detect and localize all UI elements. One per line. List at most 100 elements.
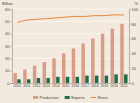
bar: [101, 34, 104, 83]
bar: [52, 58, 55, 83]
tick: 60: [5, 7, 12, 12]
tick-label: 20: [132, 66, 137, 71]
tick-label: 40: [5, 31, 10, 36]
bar: [33, 66, 36, 83]
legend-label: Exports: [71, 95, 85, 100]
tick-label: 2015: [62, 84, 70, 88]
tick-label: 100: [132, 7, 139, 12]
tick: 40: [129, 51, 137, 56]
bar: [114, 74, 117, 83]
bar: [85, 76, 88, 83]
tick: 0: [129, 81, 135, 86]
legend-item: Exports: [65, 95, 85, 100]
x-axis: 2010201120122013201420152016201720182019…: [13, 83, 130, 88]
tick-mark: [11, 46, 13, 47]
bar: [124, 74, 127, 83]
y-axis: 0 10 20 30 40 50 60: [5, 7, 12, 86]
line: [17, 15, 124, 22]
tick-mark: [11, 9, 13, 10]
tick-mark: [129, 68, 131, 69]
tick-mark: [129, 39, 131, 40]
legend: Production Exports Share: [33, 95, 109, 100]
tick-mark: [129, 24, 131, 25]
y2-axis: 0 20 40 60 80 100: [129, 7, 139, 86]
bar: [95, 76, 98, 83]
legend-swatch: [33, 96, 38, 99]
tick-label: 0: [132, 81, 135, 86]
legend-swatch: [65, 96, 70, 99]
tick-label: 50: [5, 19, 10, 24]
tick: 10: [5, 68, 12, 73]
tick: 2017: [81, 83, 89, 88]
tick: 2015: [62, 83, 70, 88]
tick-mark: [11, 83, 13, 84]
tick-label: 2018: [91, 84, 99, 88]
tick: 2019: [101, 83, 109, 88]
bar: [111, 29, 114, 83]
bar-series: [17, 74, 127, 83]
legend-label: Production: [40, 95, 59, 100]
bar: [23, 69, 26, 83]
bar-series: [13, 24, 123, 83]
bar: [91, 39, 94, 83]
tick-label: 2014: [52, 84, 60, 88]
tick: 2014: [52, 83, 60, 88]
bar: [56, 77, 59, 83]
tick-label: 0: [7, 81, 10, 86]
legend-label: Share: [97, 95, 108, 100]
tick-label: 40: [132, 51, 137, 56]
tick: 20: [5, 56, 12, 61]
y-axis-label: Billion: [2, 1, 13, 6]
tick-mark: [129, 53, 131, 54]
tick-mark: [11, 71, 13, 72]
tick-label: 80: [132, 22, 137, 27]
bar: [43, 62, 46, 83]
tick-mark: [11, 58, 13, 59]
grid: [12, 9, 129, 83]
tick: 2021: [120, 83, 128, 88]
tick-label: 2017: [81, 84, 89, 88]
tick: 2012: [33, 83, 41, 88]
legend-swatch: [91, 97, 96, 98]
tick: 2016: [72, 83, 80, 88]
bar: [62, 53, 65, 83]
chart: 0102030405060020406080100201020112012201…: [0, 0, 140, 103]
tick-label: 2021: [120, 84, 128, 88]
tick-mark: [11, 34, 13, 35]
tick: 50: [5, 19, 12, 24]
tick-label: 30: [5, 44, 10, 49]
tick-label: 60: [5, 7, 10, 12]
tick: 60: [129, 36, 137, 41]
tick: 2018: [91, 83, 99, 88]
bar: [17, 79, 20, 83]
legend-item: Share: [91, 95, 109, 100]
plot: 0102030405060020406080100201020112012201…: [5, 7, 139, 89]
tick-mark: [11, 21, 13, 22]
bar: [81, 44, 84, 83]
tick-label: 20: [5, 56, 10, 61]
bar: [120, 24, 123, 83]
tick-label: 2011: [23, 84, 30, 88]
bar: [66, 77, 69, 83]
legend-item: Production: [33, 95, 59, 100]
tick: 20: [129, 66, 137, 71]
bar: [37, 78, 40, 83]
tick: 100: [129, 7, 139, 12]
tick-label: 2010: [13, 84, 21, 88]
bar: [46, 78, 49, 83]
bar: [27, 79, 30, 83]
tick-label: 60: [132, 36, 137, 41]
tick: 2013: [42, 83, 50, 88]
tick: 40: [5, 31, 12, 36]
grid-line: [12, 9, 129, 10]
tick: 30: [5, 44, 12, 49]
tick: 2010: [13, 83, 21, 88]
tick: 0: [7, 81, 12, 86]
marks: [13, 15, 127, 83]
tick-label: 10: [5, 68, 10, 73]
grid-line: [12, 21, 129, 22]
tick-label: 2020: [110, 84, 118, 88]
tick-label: 2012: [33, 84, 41, 88]
bar: [72, 48, 75, 83]
tick: 2020: [110, 83, 118, 88]
